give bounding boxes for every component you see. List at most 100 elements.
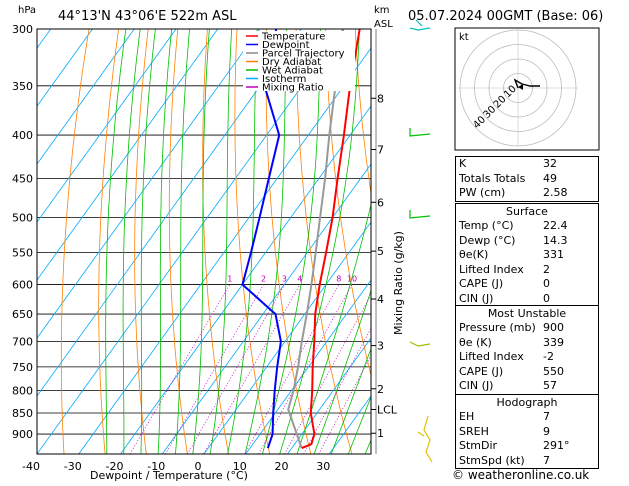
temp-tick-label: -40 — [22, 460, 40, 473]
height-tick-label: 4 — [377, 293, 384, 306]
index-label: EH — [459, 410, 475, 423]
index-label: SREH — [459, 424, 489, 438]
height-tick-label: 1 — [377, 427, 384, 440]
index-label: CIN (J) — [459, 291, 494, 305]
index-value: 7 — [543, 453, 550, 467]
index-row: SREH 9 — [456, 425, 598, 440]
wind-barbs — [409, 19, 433, 463]
index-row: CIN (J) 0 — [456, 292, 598, 307]
dry-adiabat-line — [622, 29, 629, 454]
index-value: 331 — [543, 248, 564, 261]
pressure-tick-label: 600 — [12, 279, 33, 292]
pressure-tick-label: 650 — [12, 308, 33, 321]
pressure-tick-label: 450 — [12, 172, 33, 185]
index-value: 2.58 — [543, 186, 568, 199]
dry-adiabat-line — [202, 29, 229, 454]
index-row: PW (cm) 2.58 — [456, 186, 598, 201]
parcel-trajectory-line — [287, 29, 344, 449]
index-label: Dewp (°C) — [459, 233, 516, 247]
index-value: 2 — [543, 262, 550, 276]
isotherm-line — [245, 279, 371, 454]
mixing-ratio-line — [284, 294, 371, 454]
wet-adiabat-line — [313, 289, 371, 454]
legend-label: Wet Adiabat — [262, 66, 323, 77]
most-unstable-title: Most Unstable — [487, 307, 567, 320]
temp-tick-label: 30 — [316, 460, 330, 473]
hodograph-table-title: Hodograph — [496, 396, 558, 409]
legend-label: Temperature — [261, 32, 325, 43]
pressure-tick-label: 350 — [12, 80, 33, 93]
isotherm-line — [37, 29, 93, 107]
index-row: EH 7 — [456, 410, 598, 425]
temp-tick-label: 0 — [195, 460, 202, 473]
index-row: Pressure (mb) 900 — [456, 321, 598, 336]
index-row: StmSpd (kt) 7 — [456, 454, 598, 469]
index-value: 14.3 — [543, 233, 568, 247]
pressure-tick-label: 500 — [12, 211, 33, 224]
isotherm-line — [37, 29, 177, 223]
index-label: PW (cm) — [459, 186, 506, 199]
dry-adiabat-line — [98, 29, 119, 454]
x-axis-label: Dewpoint / Temperature (°C) — [90, 469, 248, 482]
height-tick-label: 6 — [377, 196, 384, 209]
wet-adiabat-line — [105, 29, 127, 454]
temp-tick-label: 20 — [275, 460, 289, 473]
index-label: CAPE (J) — [459, 277, 504, 290]
wet-adiabat-line — [157, 29, 173, 454]
mixing-ratio-axis-label: Mixing Ratio (g/kg) — [392, 231, 405, 335]
height-tick-label: 5 — [377, 245, 384, 258]
temp-tick-label: -20 — [106, 460, 124, 473]
legend-label: Parcel Trajectory — [262, 49, 345, 60]
height-tick-label: LCL — [377, 404, 398, 417]
most-unstable-panel: Most Unstable Pressure (mb) 900 θe (K) 339 L… — [455, 305, 599, 395]
index-value: 49 — [543, 171, 557, 185]
index-value: 0 — [543, 291, 550, 305]
isotherm-line — [37, 29, 344, 454]
index-row: Lifted Index -2 — [456, 350, 598, 365]
height-tick-label: 8 — [377, 92, 384, 105]
hodograph-unit: kt — [459, 32, 469, 43]
index-label: Lifted Index — [459, 350, 524, 363]
index-row: CIN (J) 57 — [456, 379, 598, 394]
index-value: 900 — [543, 321, 564, 334]
temp-tick-label: -30 — [64, 460, 82, 473]
index-row: Temp (°C) 22.4 — [456, 219, 598, 234]
isotherm-line — [37, 29, 302, 397]
isotherm-line — [161, 163, 371, 454]
dry-adiabat-line — [354, 29, 371, 196]
dry-adiabat-line — [234, 29, 271, 454]
wet-adiabat-line — [227, 29, 258, 454]
mixing-ratio-line — [203, 284, 301, 454]
isotherm-line — [37, 29, 135, 165]
index-value: 291° — [543, 439, 570, 452]
mixing-ratio-label: 10 — [347, 275, 357, 284]
wet-adiabat-line — [192, 29, 210, 454]
mixing-ratio-label: 3 — [282, 275, 287, 284]
credit-text: © weatheronline.co.uk — [452, 468, 590, 482]
index-row: K 32 — [456, 157, 598, 172]
surface-title: Surface — [506, 205, 548, 218]
index-label: Pressure (mb) — [459, 321, 536, 334]
index-row: CAPE (J) 550 — [456, 365, 598, 380]
pressure-tick-label: 750 — [12, 361, 33, 374]
index-row: θe (K) 339 — [456, 336, 598, 351]
index-row: Lifted Index 2 — [456, 263, 598, 278]
mixing-ratio-label: 2 — [261, 275, 266, 284]
dewpoint-line — [241, 29, 282, 449]
index-value: 9 — [543, 424, 550, 438]
dry-adiabat-line — [60, 29, 90, 454]
index-label: CIN (J) — [459, 379, 494, 392]
index-value: 57 — [543, 379, 557, 392]
dry-adiabat-line — [168, 29, 188, 454]
wet-adiabat-line — [279, 29, 360, 454]
wet-adiabat-line — [330, 347, 371, 454]
pressure-tick-label: 800 — [12, 385, 33, 398]
index-label: K — [459, 157, 467, 170]
isotherm-line — [37, 29, 260, 339]
index-label: Totals Totals — [459, 171, 526, 185]
location-title: 44°13'N 43°06'E 522m ASL — [58, 9, 237, 24]
mixing-ratio-line — [165, 284, 264, 454]
